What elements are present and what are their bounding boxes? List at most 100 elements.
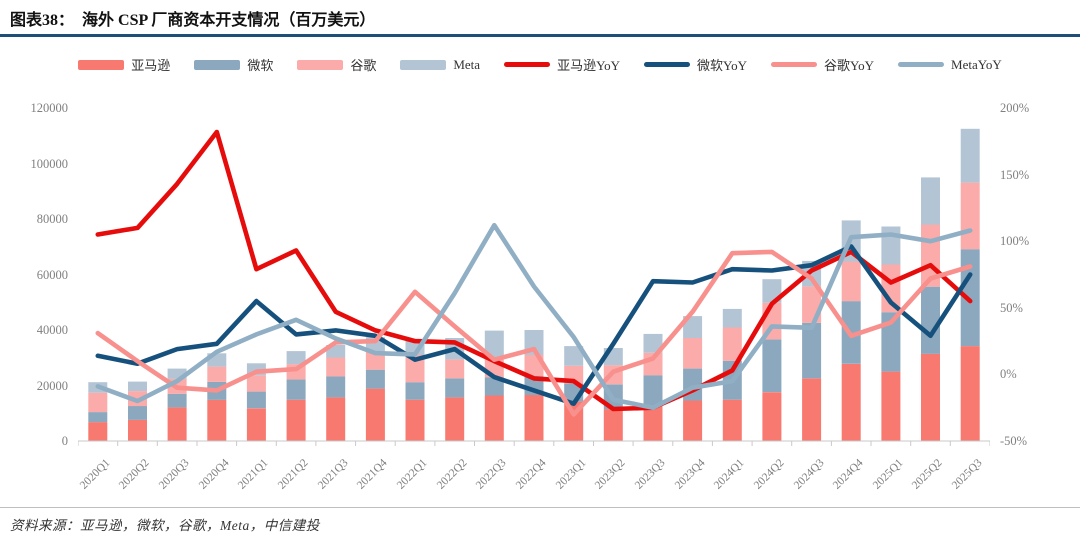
bar-segment bbox=[722, 399, 742, 441]
legend-label: 微软 bbox=[247, 58, 274, 73]
x-tick-label: 2024Q3 bbox=[791, 457, 827, 492]
bar-swatch-微软 bbox=[194, 59, 241, 70]
line-MetaYoY bbox=[95, 222, 973, 411]
y-right-tick: 100% bbox=[1000, 234, 1030, 249]
bar-segment bbox=[564, 346, 584, 366]
x-tick-label: 2020Q2 bbox=[117, 457, 152, 492]
bar-segment bbox=[445, 397, 465, 441]
bar-segment bbox=[128, 419, 147, 441]
bar-segment bbox=[881, 312, 901, 372]
x-tick-label: 2020Q1 bbox=[77, 457, 113, 492]
bar-segment bbox=[167, 393, 187, 408]
bar-segment bbox=[128, 381, 147, 391]
legend-item-Meta: Meta bbox=[400, 57, 480, 73]
bar-segment bbox=[365, 351, 385, 370]
bar-segment bbox=[365, 388, 385, 441]
x-tick-label: 2021Q2 bbox=[275, 457, 311, 492]
bar-segment bbox=[286, 399, 306, 441]
legend-label: 亚马逊YoY bbox=[557, 58, 621, 73]
y-left-tick: 0 bbox=[61, 434, 68, 448]
bar-segment bbox=[484, 395, 504, 441]
x-tick-label: 2024Q1 bbox=[712, 457, 747, 492]
bar-segment bbox=[960, 346, 980, 441]
line-亚马逊YoY bbox=[95, 129, 973, 412]
bar-swatch-谷歌 bbox=[297, 59, 344, 70]
bar-segment bbox=[921, 353, 940, 441]
line-swatch-谷歌YoY bbox=[771, 62, 818, 67]
y-right-tick: -50% bbox=[1000, 434, 1028, 448]
bar-segment bbox=[405, 382, 425, 400]
legend-item-微软: 微软 bbox=[194, 55, 273, 74]
legend-label: 谷歌YoY bbox=[824, 58, 875, 73]
x-axis-line bbox=[78, 440, 990, 446]
bar-segment bbox=[960, 182, 980, 250]
plot-svg bbox=[78, 128, 990, 446]
bar-segment bbox=[326, 357, 346, 377]
legend-item-亚马逊YoY: 亚马逊YoY bbox=[504, 55, 620, 74]
legend-item-MetaYoY: MetaYoY bbox=[898, 57, 1002, 73]
bar-segment bbox=[246, 391, 266, 409]
x-tick-label: 2022Q3 bbox=[474, 457, 509, 492]
x-tick-label: 2023Q4 bbox=[672, 457, 708, 492]
bar-segment bbox=[722, 308, 742, 328]
x-tick-label: 2021Q3 bbox=[315, 457, 351, 492]
bar-segment bbox=[484, 377, 504, 396]
x-tick-label: 2020Q4 bbox=[196, 457, 232, 492]
bar-segment bbox=[246, 408, 266, 441]
x-tick-label: 2020Q3 bbox=[156, 457, 192, 492]
legend-label: 亚马逊 bbox=[131, 58, 171, 73]
bar-segment bbox=[960, 249, 980, 346]
bar-segment bbox=[286, 379, 306, 400]
bar-segment bbox=[88, 422, 108, 441]
bar-segment bbox=[207, 399, 227, 441]
bar-segment bbox=[762, 392, 782, 441]
x-tick-label: 2023Q1 bbox=[553, 457, 589, 492]
bar-segment bbox=[524, 394, 544, 441]
line-微软YoY bbox=[95, 244, 973, 407]
legend-item-谷歌: 谷歌 bbox=[297, 55, 376, 74]
x-tick-label: 2021Q4 bbox=[355, 457, 390, 492]
y-left-tick: 60000 bbox=[36, 267, 68, 282]
bar-segment bbox=[722, 327, 742, 361]
bar-segment bbox=[484, 330, 504, 357]
figure-title: 图表38： 海外 CSP 厂商资本开支情况（百万美元） bbox=[0, 0, 1080, 34]
y-right-tick: 150% bbox=[1000, 167, 1030, 182]
bar-segment bbox=[207, 366, 227, 382]
line-swatch-MetaYoY bbox=[898, 62, 945, 67]
bar-segment bbox=[128, 406, 147, 420]
bar-segment bbox=[445, 378, 465, 398]
bar-segment bbox=[921, 177, 940, 225]
line-swatch-微软YoY bbox=[644, 62, 691, 67]
bar-segment bbox=[603, 409, 623, 441]
bar-segment bbox=[286, 351, 306, 365]
x-tick-label: 2023Q2 bbox=[593, 457, 628, 492]
figure-title-text: 海外 CSP 厂商资本开支情况（百万美元） bbox=[82, 12, 376, 29]
bar-segment bbox=[405, 355, 425, 383]
x-tick-label: 2023Q3 bbox=[632, 457, 668, 492]
x-tick-label: 2022Q4 bbox=[513, 457, 549, 492]
legend-label: 谷歌 bbox=[350, 58, 377, 73]
bar-segment bbox=[643, 333, 663, 353]
bar-segment bbox=[643, 406, 663, 441]
x-tick-label: 2025Q3 bbox=[949, 457, 985, 492]
bar-segment bbox=[683, 400, 703, 441]
chart-legend: 亚马逊 微软 谷歌 Meta 亚马逊YoY 微软YoY 谷歌YoY MetaYoY bbox=[40, 55, 1040, 74]
x-tick-label: 2022Q1 bbox=[394, 457, 430, 492]
bar-segment bbox=[445, 359, 465, 379]
legend-item-谷歌YoY: 谷歌YoY bbox=[771, 55, 874, 74]
bar-segment bbox=[960, 128, 980, 183]
bar-segment bbox=[762, 339, 782, 393]
bar-segment bbox=[643, 375, 663, 407]
y-right-tick: 50% bbox=[1000, 300, 1023, 315]
y-left-tick: 40000 bbox=[36, 323, 68, 337]
x-tick-label: 2021Q1 bbox=[236, 457, 271, 492]
x-tick-label: 2025Q1 bbox=[870, 457, 906, 492]
bar-segment bbox=[841, 363, 861, 441]
bar-segment bbox=[683, 316, 703, 338]
x-tick-label: 2022Q2 bbox=[434, 457, 470, 492]
legend-label: 微软YoY bbox=[697, 58, 748, 73]
bar-segment bbox=[921, 286, 940, 354]
title-underline bbox=[0, 34, 1080, 37]
bar-segment bbox=[88, 412, 108, 423]
